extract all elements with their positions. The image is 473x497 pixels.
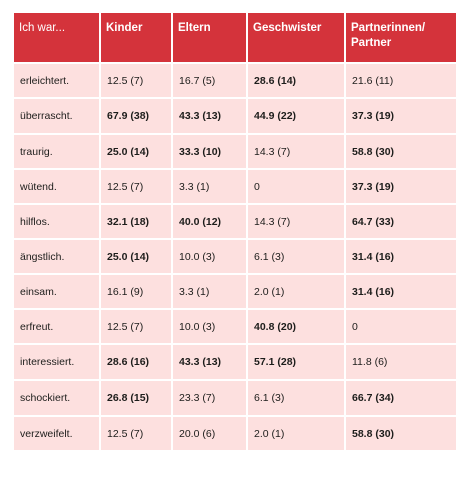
table-cell: 12.5 (7) bbox=[100, 62, 173, 98]
table-cell: 3.3 (1) bbox=[172, 273, 248, 309]
table-cell: 33.3 (10) bbox=[172, 133, 248, 169]
row-label: erleichtert. bbox=[14, 62, 101, 98]
table-cell: 21.6 (11) bbox=[345, 62, 456, 98]
table-cell: 32.1 (18) bbox=[100, 203, 173, 239]
table-cell: 37.3 (19) bbox=[345, 168, 456, 204]
table-row: ängstlich. 25.0 (14) 10.0 (3) 6.1 (3) 31.4 (… bbox=[14, 238, 456, 274]
table-cell: 16.7 (5) bbox=[172, 62, 248, 98]
table-row: erfreut. 12.5 (7) 10.0 (3) 40.8 (20) 0 bbox=[14, 308, 456, 344]
table-row: hilflos. 32.1 (18) 40.0 (12) 14.3 (7) 64.7 (… bbox=[14, 203, 456, 239]
table-cell: 64.7 (33) bbox=[345, 203, 456, 239]
table-cell: 23.3 (7) bbox=[172, 379, 248, 416]
table-cell: 0 bbox=[247, 168, 346, 204]
row-label: verzweifelt. bbox=[14, 415, 101, 450]
table-cell: 10.0 (3) bbox=[172, 238, 248, 274]
table-cell: 2.0 (1) bbox=[247, 415, 346, 450]
table-cell: 2.0 (1) bbox=[247, 273, 346, 309]
table-row: schockiert. 26.8 (15) 23.3 (7) 6.1 (3) 66.7 … bbox=[14, 379, 456, 416]
table-row: traurig. 25.0 (14) 33.3 (10) 14.3 (7) 58.8 (… bbox=[14, 133, 456, 169]
table-row: interessiert. 28.6 (16) 43.3 (13) 57.1 (28)… bbox=[14, 343, 456, 380]
table-cell: 31.4 (16) bbox=[345, 238, 456, 274]
row-label: traurig. bbox=[14, 133, 101, 169]
row-label: interessiert. bbox=[14, 343, 101, 380]
table-cell: 10.0 (3) bbox=[172, 308, 248, 344]
table-cell: 57.1 (28) bbox=[247, 343, 346, 380]
row-label: ängstlich. bbox=[14, 238, 101, 274]
table-cell: 28.6 (14) bbox=[247, 62, 346, 98]
header-cell-partner: Partnerinnen/ Partner bbox=[345, 13, 456, 63]
table-body: erleichtert. 12.5 (7) 16.7 (5) 28.6 (14) 21.… bbox=[14, 62, 456, 450]
header-cell-kinder: Kinder bbox=[100, 13, 173, 63]
header-row: Ich war... Kinder Eltern Geschwister Par… bbox=[14, 13, 456, 63]
row-label: einsam. bbox=[14, 273, 101, 309]
table-cell: 44.9 (22) bbox=[247, 97, 346, 134]
table-cell: 0 bbox=[345, 308, 456, 344]
table-cell: 28.6 (16) bbox=[100, 343, 173, 380]
table-cell: 67.9 (38) bbox=[100, 97, 173, 134]
table-row: verzweifelt. 12.5 (7) 20.0 (6) 2.0 (1) 58.8 … bbox=[14, 415, 456, 450]
row-label: überrascht. bbox=[14, 97, 101, 134]
results-table: Ich war... Kinder Eltern Geschwister Par… bbox=[14, 13, 456, 450]
table-cell: 6.1 (3) bbox=[247, 379, 346, 416]
table-cell: 26.8 (15) bbox=[100, 379, 173, 416]
table-row: wütend. 12.5 (7) 3.3 (1) 0 37.3 (19) bbox=[14, 168, 456, 204]
row-label: hilflos. bbox=[14, 203, 101, 239]
table-cell: 12.5 (7) bbox=[100, 168, 173, 204]
header-cell-eltern: Eltern bbox=[172, 13, 248, 63]
table-cell: 40.8 (20) bbox=[247, 308, 346, 344]
row-label: erfreut. bbox=[14, 308, 101, 344]
table-cell: 14.3 (7) bbox=[247, 133, 346, 169]
table-cell: 6.1 (3) bbox=[247, 238, 346, 274]
table-cell: 43.3 (13) bbox=[172, 97, 248, 134]
table-cell: 11.8 (6) bbox=[345, 343, 456, 380]
table-cell: 16.1 (9) bbox=[100, 273, 173, 309]
table-cell: 58.8 (30) bbox=[345, 415, 456, 450]
table-cell: 14.3 (7) bbox=[247, 203, 346, 239]
row-label: wütend. bbox=[14, 168, 101, 204]
table-cell: 40.0 (12) bbox=[172, 203, 248, 239]
row-label: schockiert. bbox=[14, 379, 101, 416]
table-cell: 12.5 (7) bbox=[100, 308, 173, 344]
table-cell: 25.0 (14) bbox=[100, 238, 173, 274]
table-cell: 12.5 (7) bbox=[100, 415, 173, 450]
table-cell: 3.3 (1) bbox=[172, 168, 248, 204]
header-cell-geschwister: Geschwister bbox=[247, 13, 346, 63]
table-row: einsam. 16.1 (9) 3.3 (1) 2.0 (1) 31.4 (16) bbox=[14, 273, 456, 309]
table-cell: 43.3 (13) bbox=[172, 343, 248, 380]
table-row: überrascht. 67.9 (38) 43.3 (13) 44.9 (22) 37… bbox=[14, 97, 456, 134]
table-cell: 66.7 (34) bbox=[345, 379, 456, 416]
table-cell: 25.0 (14) bbox=[100, 133, 173, 169]
table-container: Ich war... Kinder Eltern Geschwister Par… bbox=[14, 13, 456, 450]
header-cell-feeling: Ich war... bbox=[14, 13, 101, 63]
table-row: erleichtert. 12.5 (7) 16.7 (5) 28.6 (14) 21.… bbox=[14, 62, 456, 98]
table-cell: 37.3 (19) bbox=[345, 97, 456, 134]
table-cell: 58.8 (30) bbox=[345, 133, 456, 169]
table-cell: 20.0 (6) bbox=[172, 415, 248, 450]
table-cell: 31.4 (16) bbox=[345, 273, 456, 309]
